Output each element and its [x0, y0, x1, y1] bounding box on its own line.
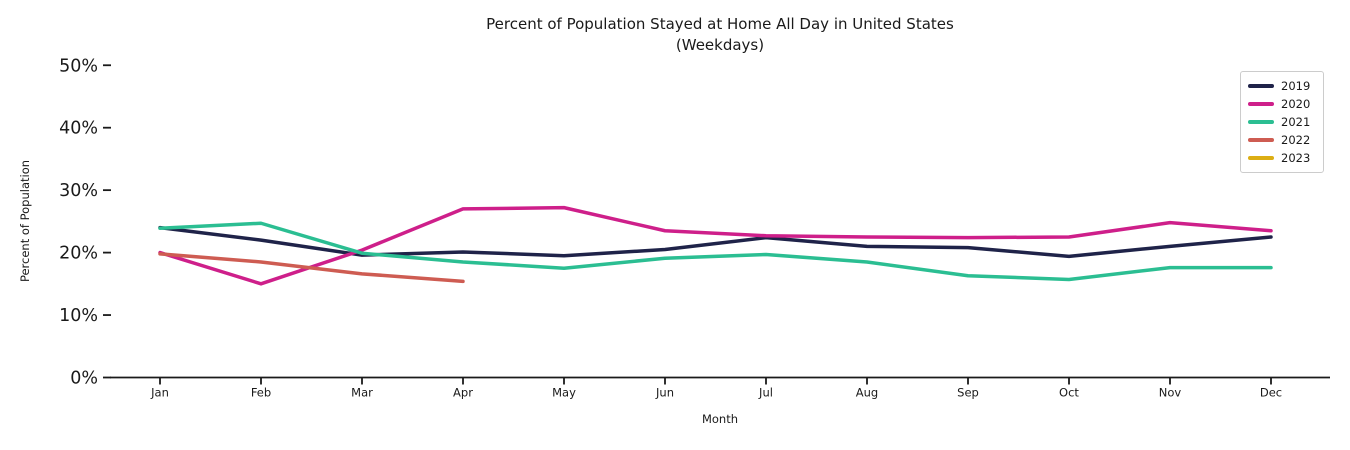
x-tick-label: Mar	[351, 386, 373, 400]
x-tick-label: Aug	[856, 386, 878, 400]
series-line-2021	[158, 221, 1273, 282]
y-tick-label: 10%	[59, 306, 98, 326]
legend-label-2022: 2022	[1281, 133, 1311, 147]
legend-swatch-2023	[1248, 156, 1274, 160]
legend-swatch-2022	[1248, 138, 1274, 142]
series-line-2020	[158, 205, 1273, 286]
legend: 2019 2020 2021 2022 2023	[1240, 71, 1324, 173]
series-line-2022	[158, 252, 465, 284]
chart-title-line2: (Weekdays)	[675, 36, 765, 54]
x-axis-label: Month	[701, 412, 739, 426]
y-tick-label: 0%	[70, 369, 98, 389]
legend-item-2022: 2022	[1248, 131, 1316, 149]
x-tick-label: Jul	[758, 386, 773, 400]
legend-item-2019: 2019	[1248, 77, 1316, 95]
chart-title: Percent of Population Stayed at Home All…	[110, 14, 1330, 56]
x-tick-label: Nov	[1159, 386, 1182, 400]
x-tick-label: Oct	[1059, 386, 1079, 400]
x-tick-label: May	[552, 386, 576, 400]
legend-item-2020: 2020	[1248, 95, 1316, 113]
x-tick-label: Jun	[655, 386, 674, 400]
y-tick-label: 20%	[59, 244, 98, 264]
legend-item-2021: 2021	[1248, 113, 1316, 131]
legend-swatch-2020	[1248, 102, 1274, 106]
legend-label-2020: 2020	[1281, 97, 1311, 111]
y-tick-label: 50%	[59, 56, 98, 76]
x-tick-label: Jan	[150, 386, 169, 400]
y-tick-label: 40%	[59, 119, 98, 139]
x-tick-label: Feb	[251, 386, 271, 400]
y-tick-label: 30%	[59, 181, 98, 201]
legend-label-2023: 2023	[1281, 151, 1311, 165]
series-line-2019	[158, 225, 1273, 259]
x-tick-label: Sep	[957, 386, 979, 400]
legend-swatch-2021	[1248, 120, 1274, 124]
legend-label-2021: 2021	[1281, 115, 1311, 129]
x-tick-label: Dec	[1260, 386, 1282, 400]
legend-item-2023: 2023	[1248, 149, 1316, 167]
legend-swatch-2019	[1248, 84, 1274, 88]
x-tick-label: Apr	[453, 386, 473, 400]
legend-label-2019: 2019	[1281, 79, 1311, 93]
chart-title-line1: Percent of Population Stayed at Home All…	[486, 15, 954, 33]
